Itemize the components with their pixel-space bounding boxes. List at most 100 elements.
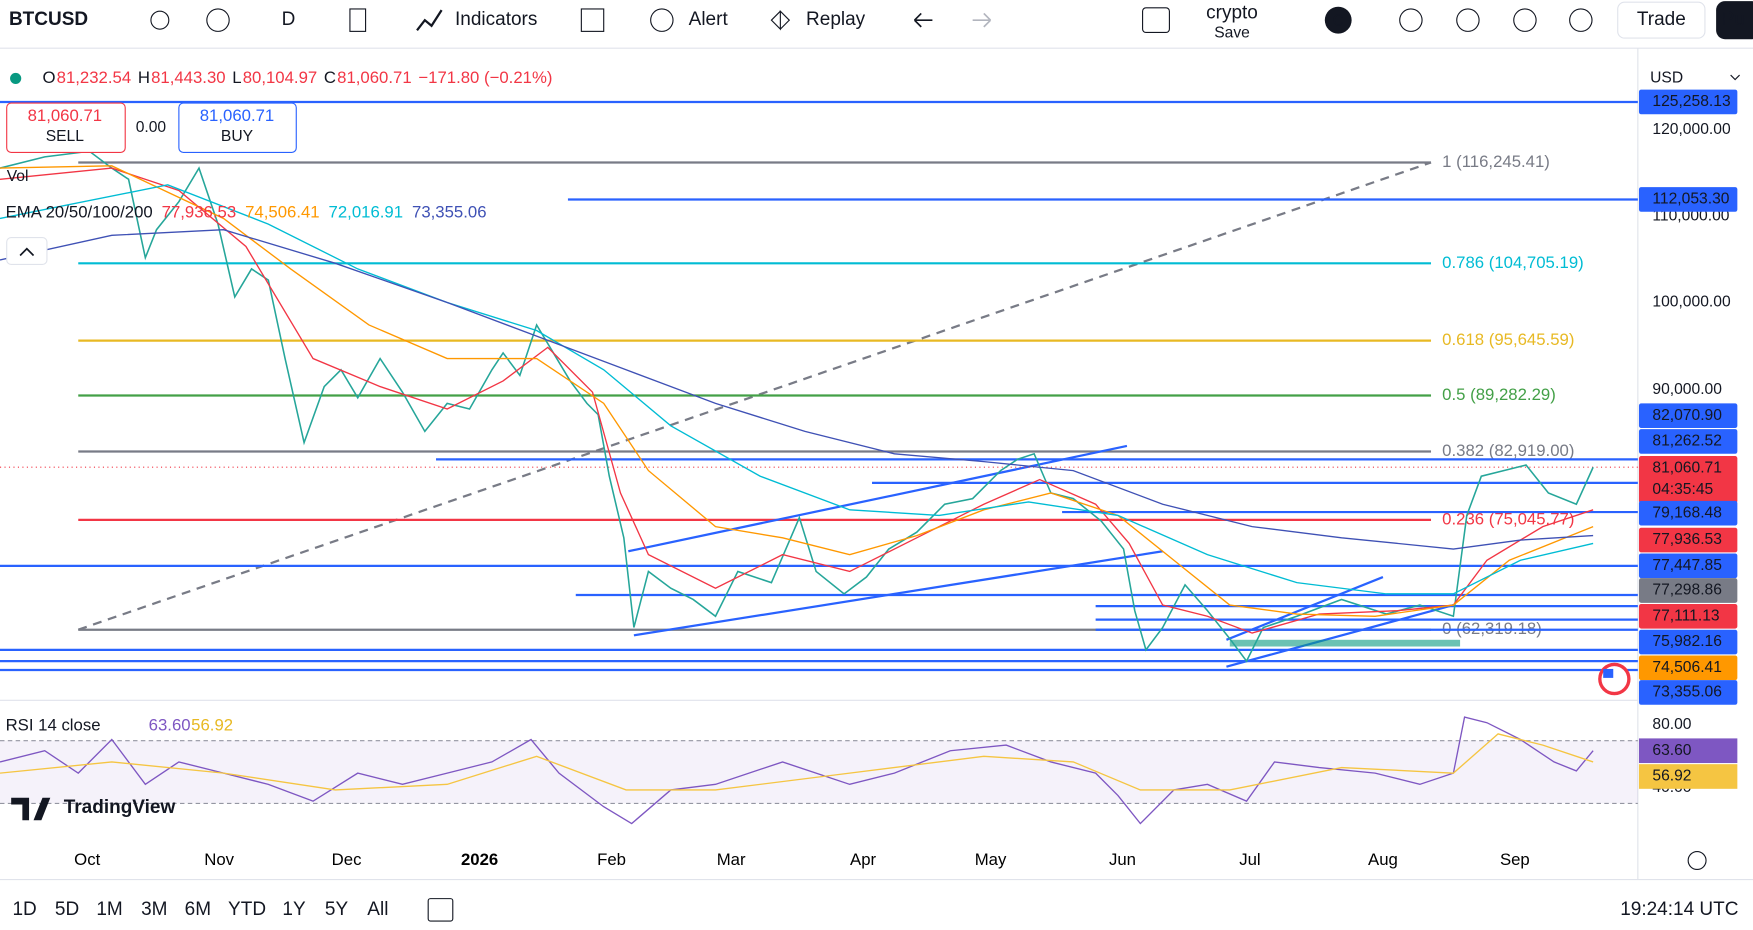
- fib-label: 0.618 (95,645.59): [1442, 330, 1574, 349]
- price-label: 81,262.52: [1652, 433, 1722, 450]
- ema-200: [0, 229, 1594, 550]
- user: Pu: [1722, 9, 1745, 30]
- fib-label: 1 (116,245.41): [1442, 152, 1550, 171]
- sell: SELL: [46, 128, 85, 145]
- replay[interactable]: Replay: [806, 9, 866, 30]
- fib-label: 0.382 (82,919.00): [1442, 441, 1574, 460]
- trend-line: [1226, 576, 1384, 641]
- price-label: 77,298.86: [1652, 582, 1722, 599]
- change: −171.80 (−0.21%): [418, 68, 552, 87]
- save: Save: [1214, 25, 1250, 42]
- zone: [1229, 639, 1461, 647]
- ohlc-value: 80,104.97: [243, 68, 318, 87]
- time-label: 2026: [461, 850, 498, 869]
- price-label: 77,936.53: [1652, 531, 1722, 548]
- range-button[interactable]: 5D: [55, 899, 79, 920]
- icon: [1456, 8, 1480, 32]
- spread: 0.00: [136, 119, 167, 136]
- price-label-box: [1638, 603, 1738, 629]
- time-label: Jun: [1109, 850, 1136, 869]
- calendar[interactable]: [427, 898, 454, 922]
- symbol[interactable]: BTCUSD: [9, 9, 88, 30]
- interval[interactable]: D: [282, 9, 296, 30]
- icon: [913, 12, 933, 28]
- icon: [349, 8, 367, 32]
- price-label: 77,111.13: [1652, 607, 1720, 624]
- trend-line: [628, 444, 1128, 553]
- icon: [206, 8, 230, 32]
- currency-box[interactable]: [1638, 62, 1749, 95]
- flag: [1598, 662, 1631, 696]
- price-label: 81,060.71: [1652, 459, 1722, 476]
- price-label: 73,355.06: [1652, 684, 1722, 701]
- price-label-box: [1638, 500, 1738, 526]
- ema-50: [0, 165, 1594, 617]
- ema-value: 73,355.06: [412, 202, 487, 221]
- price-label-box: [1638, 680, 1738, 705]
- range-button[interactable]: YTD: [228, 899, 266, 920]
- ema-name: EMA 20/50/100/200: [6, 202, 153, 221]
- icon: [770, 9, 791, 31]
- range-button[interactable]: 3M: [141, 899, 167, 920]
- trade[interactable]: Trade: [1637, 9, 1686, 30]
- price-label-box: [1638, 527, 1738, 553]
- price-series: [0, 150, 1594, 663]
- rsi-ma-box: [1638, 764, 1738, 789]
- icon: [972, 12, 992, 28]
- layout-name[interactable]: crypto: [1206, 2, 1258, 23]
- watermark: TradingView: [64, 797, 176, 818]
- icon: [1569, 8, 1593, 32]
- ema-100: [0, 184, 1594, 595]
- ema-value: 72,016.91: [329, 202, 404, 221]
- time-label: Sep: [1500, 850, 1530, 869]
- fib-label: 0.236 (75,045.77): [1442, 509, 1574, 528]
- indicators[interactable]: Indicators: [455, 9, 537, 30]
- ohlc-value: 81,443.30: [151, 68, 226, 87]
- collapse[interactable]: [6, 236, 48, 265]
- range-button[interactable]: All: [367, 899, 388, 920]
- rsi-value-label: 63.60: [1652, 742, 1691, 759]
- icon: [580, 8, 605, 32]
- vol: Vol: [7, 168, 29, 185]
- time-label: Nov: [204, 850, 234, 869]
- price-label-box: [1638, 553, 1738, 579]
- range-button[interactable]: 1Y: [282, 899, 306, 920]
- rsi-ma: 56.92: [191, 715, 233, 734]
- button[interactable]: [1617, 1, 1706, 39]
- range-button[interactable]: 1D: [12, 899, 36, 920]
- price-label-box: [1638, 187, 1738, 212]
- rsi-name: RSI 14 close: [6, 715, 101, 734]
- ema-value: 77,936.53: [162, 202, 237, 221]
- ohlc-key: H: [138, 68, 150, 87]
- sell-price: 81,060.71: [28, 106, 103, 125]
- time-label: Mar: [717, 850, 746, 869]
- ohlc-value: 81,232.54: [57, 68, 132, 87]
- icon: [1142, 7, 1170, 34]
- icon: [150, 10, 170, 30]
- buy-button[interactable]: [178, 102, 297, 153]
- price-tick: 120,000.00: [1652, 121, 1731, 138]
- ohlc-key: L: [232, 68, 241, 87]
- range-button[interactable]: 6M: [185, 899, 211, 920]
- range-button[interactable]: 5Y: [325, 899, 349, 920]
- chevron: [19, 247, 35, 257]
- icon: [416, 9, 443, 31]
- price-label: 112,053.30: [1652, 191, 1729, 208]
- buy: BUY: [221, 128, 254, 145]
- avatar: C: [1333, 12, 1344, 29]
- price-label-box: [1638, 456, 1738, 504]
- alert[interactable]: Alert: [689, 9, 729, 30]
- ema-value: 74,506.41: [245, 202, 320, 221]
- clock: 19:24:14 UTC: [1620, 899, 1739, 920]
- icon: [1399, 8, 1423, 32]
- range-button[interactable]: 1M: [96, 899, 122, 920]
- price-label: 79,168.48: [1652, 504, 1722, 521]
- buy-price: 81,060.71: [200, 106, 275, 125]
- trend-line: [1226, 603, 1454, 668]
- rsi-value: 63.60: [149, 715, 191, 734]
- sell-button[interactable]: [6, 102, 126, 153]
- countdown: 04:35:45: [1652, 481, 1713, 498]
- icon: [650, 8, 674, 32]
